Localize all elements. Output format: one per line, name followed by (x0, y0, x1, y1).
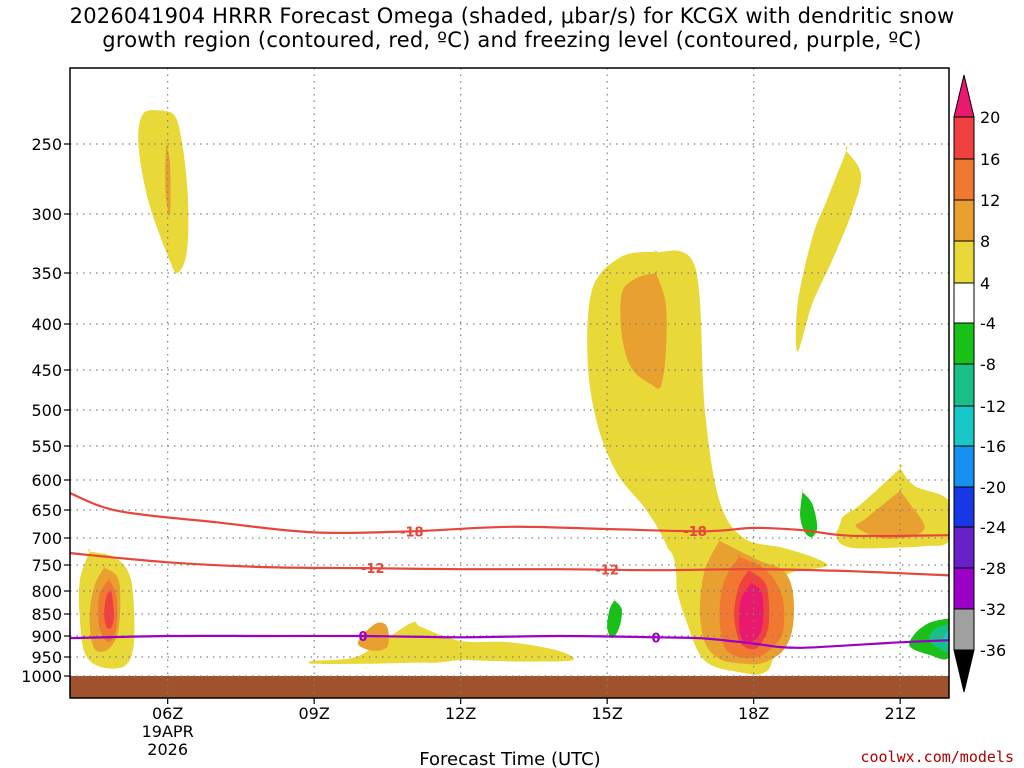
y-tick-label: 800 (31, 582, 62, 601)
contour-label-1-1: -12 (595, 564, 619, 579)
colorbar-label: 12 (980, 191, 1000, 210)
colorbar-label: 4 (980, 274, 990, 293)
colorbar-top-arrow (953, 74, 975, 118)
colorbar-swatch (953, 116, 975, 160)
x-tick-label: 06Z (152, 704, 183, 723)
y-tick-label: 700 (31, 529, 62, 548)
y-tick-label: 250 (31, 135, 62, 154)
contour-line-1 (70, 552, 949, 577)
omega-region-20 (800, 489, 818, 538)
omega-region-0 (138, 109, 189, 274)
contour-label-2-0: 0 (358, 630, 367, 645)
omega-region-21 (750, 363, 774, 493)
ground-band (70, 676, 949, 698)
colorbar-label: -28 (980, 559, 1006, 578)
colorbar-label: 8 (980, 232, 990, 251)
colorbar-swatch (953, 445, 975, 488)
omega-region-17 (592, 543, 677, 643)
x-tick-label: 15Z (592, 704, 623, 723)
y-tick-label: 1000 (21, 667, 62, 686)
title-line-2: growth region (contoured, red, ºC) and f… (102, 28, 922, 52)
y-tick-label: 600 (31, 471, 62, 490)
credit-text: coolwx.com/models (860, 748, 1014, 766)
colorbar-label: -16 (980, 437, 1006, 456)
y-tick-label: 650 (31, 501, 62, 520)
colorbar-swatch (953, 282, 975, 324)
x-date-label: 2026 (147, 740, 188, 759)
y-tick-label: 400 (31, 315, 62, 334)
colorbar-swatch (953, 363, 975, 407)
x-tick-label: 21Z (885, 704, 916, 723)
chart-title: 2026041904 HRRR Forecast Omega (shaded, … (0, 4, 1024, 52)
colorbar-label: -12 (980, 397, 1006, 416)
colorbar-label: -36 (980, 641, 1006, 660)
colorbar-label: 20 (980, 108, 1000, 127)
omega-region-26 (929, 623, 949, 653)
y-tick-label: 750 (31, 556, 62, 575)
contour-label-1-0: -12 (361, 562, 385, 577)
omega-region-13 (739, 581, 764, 643)
y-tick-label: 300 (31, 205, 62, 224)
y-tick-label: 500 (31, 401, 62, 420)
colorbar-bottom-arrow (953, 649, 975, 693)
x-axis-label: Forecast Time (UTC) (419, 749, 600, 768)
colorbar-swatch (953, 322, 975, 365)
x-tick-label: 12Z (445, 704, 476, 723)
colorbar-swatch (953, 199, 975, 242)
omega-region-22 (846, 407, 859, 461)
colorbar-label: 16 (980, 150, 1000, 169)
y-tick-label: 550 (31, 437, 62, 456)
y-tick-label: 350 (31, 264, 62, 283)
omega-region-14 (795, 146, 862, 352)
omega-region-18 (607, 599, 623, 639)
x-tick-label: 09Z (299, 704, 330, 723)
y-tick-label: 850 (31, 605, 62, 624)
contour-label-2-1: 0 (651, 631, 660, 646)
omega-region-16 (855, 488, 925, 539)
y-tick-label: 450 (31, 361, 62, 380)
title-line-1: 2026041904 HRRR Forecast Omega (shaded, … (69, 4, 955, 28)
colorbar-label: -8 (980, 355, 996, 374)
plot-frame (69, 67, 950, 699)
colorbar-label: -24 (980, 518, 1006, 537)
omega-region-23 (941, 351, 949, 407)
colorbar-swatch (953, 240, 975, 284)
colorbar-swatch (953, 486, 975, 528)
colorbar-label: -20 (980, 478, 1006, 497)
colorbar-swatch (953, 405, 975, 447)
x-tick-label: 18Z (738, 704, 769, 723)
colorbar-swatch (953, 158, 975, 201)
y-tick-label: 950 (31, 648, 62, 667)
colorbar-label: -32 (980, 600, 1006, 619)
colorbar-label: -4 (980, 314, 996, 333)
colorbar-swatch (953, 608, 975, 651)
contour-label-0-1: -18 (683, 525, 707, 540)
contour-line-0 (70, 492, 949, 538)
x-date-label: 19APR (142, 722, 194, 741)
colorbar-swatch (953, 526, 975, 569)
omega-region-9 (620, 270, 667, 389)
y-tick-label: 900 (31, 627, 62, 646)
contour-line-2 (70, 634, 949, 649)
contour-label-0-0: -18 (400, 525, 424, 540)
omega-region-1 (165, 140, 171, 216)
omega-region-6 (308, 621, 575, 665)
omega-region-5 (104, 589, 114, 629)
colorbar-swatch (953, 567, 975, 610)
